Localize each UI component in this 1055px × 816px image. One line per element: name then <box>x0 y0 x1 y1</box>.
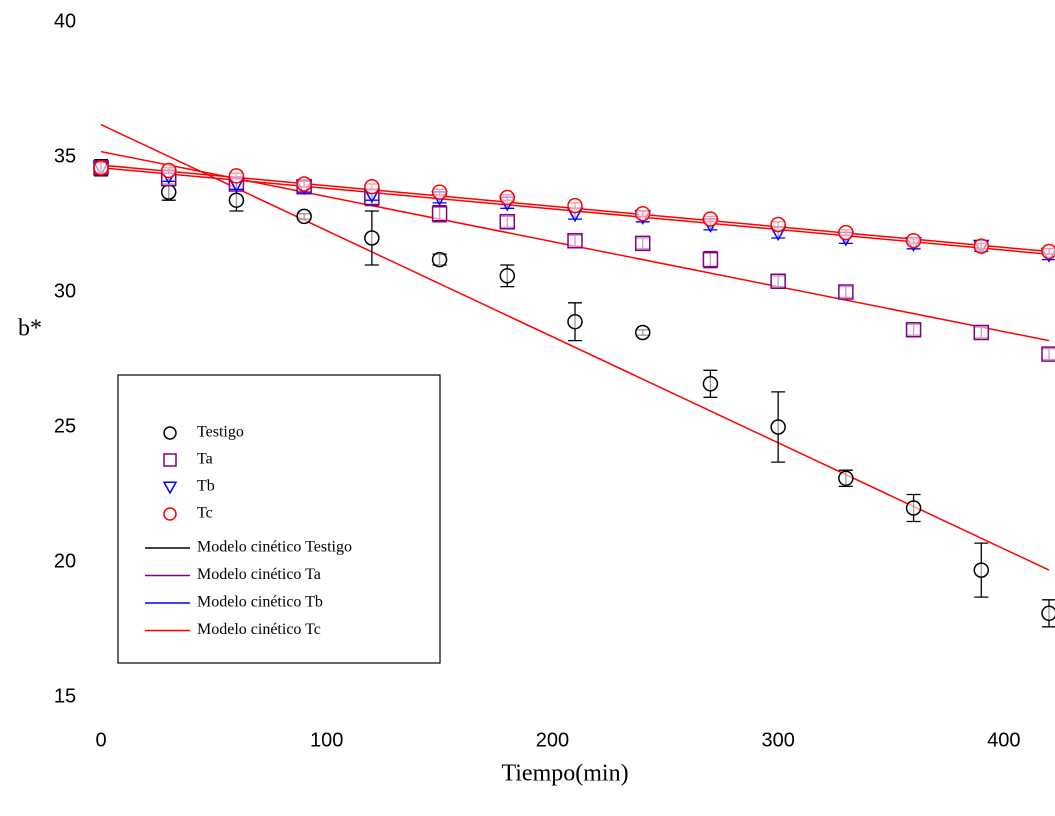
marker <box>702 211 719 227</box>
y-tick-label: 35 <box>54 145 76 167</box>
marker <box>431 184 448 200</box>
marker <box>973 238 990 254</box>
legend-label: Ta <box>197 451 213 468</box>
legend-label: Modelo cinético Testigo <box>197 539 352 556</box>
marker <box>567 313 583 330</box>
marker <box>973 324 990 341</box>
legend-label: Modelo cinético Ta <box>197 566 321 583</box>
marker <box>702 376 719 392</box>
marker <box>228 168 245 184</box>
y-tick-label: 15 <box>54 685 76 707</box>
marker <box>634 235 651 252</box>
marker <box>770 216 786 233</box>
marker <box>160 162 177 179</box>
marker <box>838 470 854 487</box>
y-tick-label: 30 <box>54 280 76 302</box>
marker <box>499 214 516 230</box>
x-tick-label: 0 <box>95 729 106 751</box>
marker <box>567 232 583 249</box>
legend-label: Testigo <box>197 424 244 441</box>
x-tick-label: 400 <box>987 729 1020 751</box>
y-tick-label: 25 <box>54 415 76 437</box>
marker <box>770 419 786 435</box>
x-axis-label: Tiempo(min) <box>501 761 628 787</box>
marker <box>905 500 922 516</box>
marker <box>1041 605 1055 622</box>
marker <box>567 197 583 214</box>
marker <box>431 205 448 222</box>
y-tick-label: 20 <box>54 550 76 572</box>
x-tick-label: 200 <box>536 729 569 751</box>
marker <box>770 273 786 289</box>
legend-marker <box>162 481 178 495</box>
legend-marker <box>163 426 177 440</box>
legend: Testigo Ta Tb Tc Modelo cinético Testigo Mode… <box>117 374 441 664</box>
marker <box>431 251 448 268</box>
marker <box>905 232 922 249</box>
marker <box>838 224 854 241</box>
x-tick-label: 100 <box>310 729 343 751</box>
marker <box>1041 346 1055 362</box>
y-axis-label: b* <box>18 316 42 342</box>
marker <box>364 230 380 246</box>
marker <box>702 251 719 268</box>
marker <box>499 189 516 206</box>
marker <box>634 205 651 222</box>
marker <box>228 192 245 208</box>
legend-label: Tb <box>197 478 215 495</box>
marker <box>905 322 922 338</box>
legend-label: Modelo cinético Tc <box>197 621 321 638</box>
y-tick-label: 40 <box>54 10 76 32</box>
model-line <box>100 123 1050 571</box>
legend-label: Modelo cinético Tb <box>197 594 323 611</box>
marker <box>160 184 177 200</box>
marker <box>1041 243 1055 260</box>
legend-marker <box>163 507 177 521</box>
legend-label: Tc <box>197 505 213 522</box>
marker <box>838 284 854 300</box>
marker <box>634 324 651 341</box>
marker <box>296 208 312 225</box>
marker <box>973 562 990 578</box>
marker <box>296 176 312 192</box>
legend-marker <box>163 453 177 467</box>
marker <box>499 268 516 284</box>
marker <box>364 178 380 195</box>
marker <box>93 160 109 176</box>
x-tick-label: 300 <box>761 729 794 751</box>
